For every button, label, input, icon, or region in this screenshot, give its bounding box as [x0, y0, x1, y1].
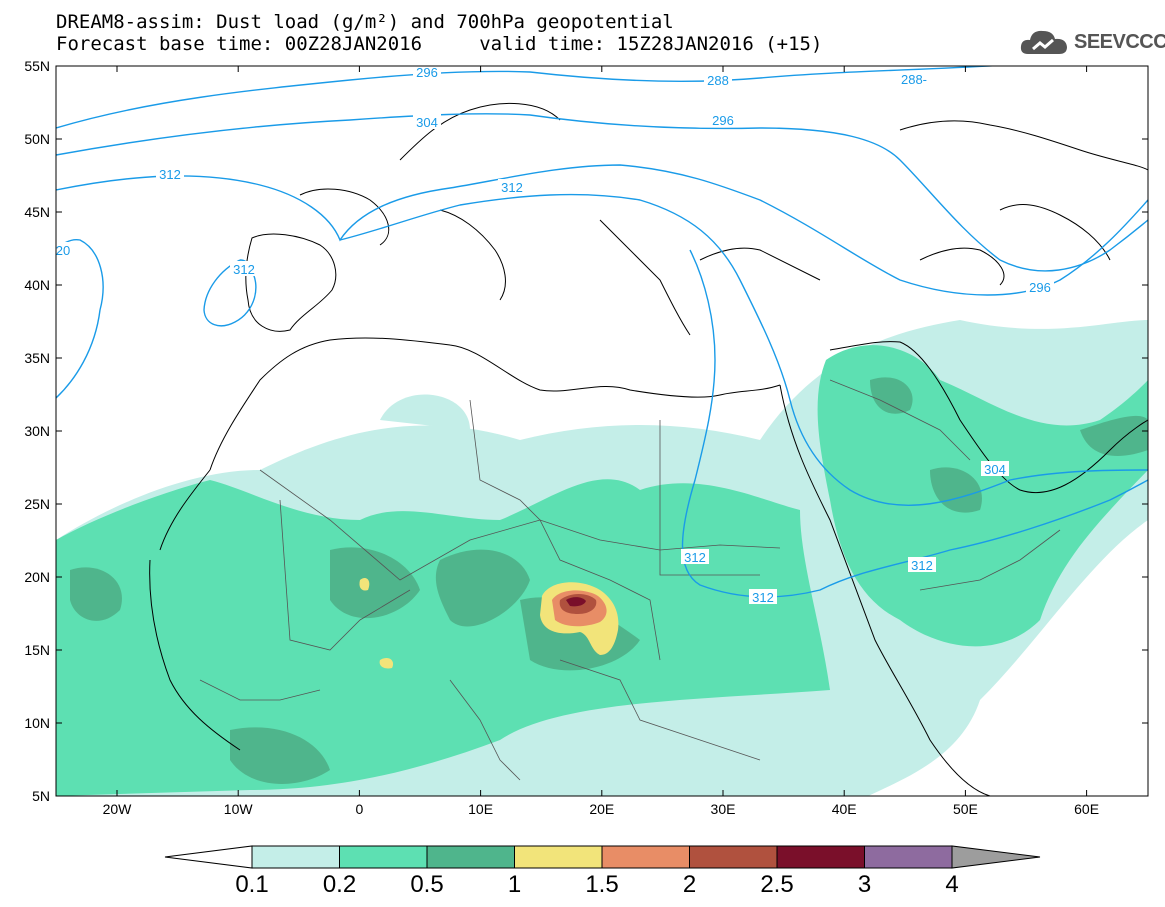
lon-tick-label: 30E	[711, 801, 736, 817]
contour-label-bg	[709, 112, 737, 127]
colorbar-segment	[426, 845, 515, 869]
colorbar-segment	[601, 845, 690, 869]
colorbar-segment	[864, 845, 953, 869]
contour-label: 312	[501, 180, 523, 195]
lon-tick-label: 0	[356, 801, 364, 817]
colorbar-segment	[514, 845, 603, 869]
colorbar-segment	[251, 845, 340, 869]
country-borders	[199, 379, 1061, 781]
colorbar-label: 1.5	[585, 871, 618, 898]
contour-label: 288	[707, 73, 729, 88]
lon-tick-label: 50E	[953, 801, 978, 817]
contour-label-bg	[498, 179, 526, 194]
contour-label: 296	[712, 113, 734, 128]
contour-label: 296	[1029, 280, 1051, 295]
lat-tick-label: 20N	[24, 569, 50, 585]
contour-label-bg	[908, 557, 936, 572]
contour-label: 312	[233, 262, 255, 277]
logo-text: SEEVCCC	[1074, 30, 1165, 53]
contour-label-bg	[1026, 279, 1054, 294]
colorbar-low-triangle	[164, 845, 253, 869]
contour-label: 20	[56, 243, 70, 258]
contour-label: 304	[984, 462, 1006, 477]
colorbar-high-triangle	[951, 845, 1041, 869]
cloud-logo-icon	[1020, 30, 1067, 54]
contour-label: 296	[416, 65, 438, 80]
longitude-axis: 20W 10W 0 10E 20E 30E 40E 50E 60E	[103, 66, 1099, 817]
lat-tick-label: 45N	[24, 204, 50, 220]
dust-load-fill	[56, 320, 1148, 796]
lat-tick-label: 40N	[24, 277, 50, 293]
lon-tick-label: 40E	[832, 801, 857, 817]
lat-tick-label: 10N	[24, 715, 50, 731]
contour-label: 288-	[901, 72, 927, 87]
lat-tick-label: 15N	[24, 642, 50, 658]
contour-label-bg	[230, 261, 258, 276]
colorbar-segment	[776, 845, 865, 869]
colorbar-label: 0.1	[235, 871, 268, 898]
contour-labels: 296 288 288- 296 304 312 312 312 296 304 312 312 312…	[53, 64, 1054, 605]
contour-label-bg	[53, 242, 73, 257]
lat-tick-label: 55N	[24, 58, 50, 74]
contour-label: 312	[159, 167, 181, 182]
coastlines	[149, 102, 1148, 796]
colorbar-segment	[339, 845, 428, 869]
contour-label-bg	[681, 549, 709, 564]
map-title: DREAM8-assim: Dust load (g/m²) and 700hP…	[56, 11, 674, 33]
lat-tick-label: 5N	[32, 788, 50, 804]
colorbar-label: 1	[508, 871, 521, 898]
contour-label: 312	[911, 558, 933, 573]
colorbar-label: 4	[945, 871, 958, 898]
contour-label-bg	[413, 114, 441, 129]
forecast-time-line: Forecast base time: 00Z28JAN2016 valid t…	[56, 33, 823, 55]
seevccc-logo: SEEVCCC	[1018, 26, 1165, 58]
lon-tick-label: 10W	[224, 801, 254, 817]
contour-label: 304	[416, 115, 438, 130]
dust-load-colorbar: 0.1 0.2 0.5 1 1.5 2 2.5 3 4	[164, 845, 1041, 898]
contour-label-bg	[981, 461, 1009, 476]
lat-tick-label: 25N	[24, 496, 50, 512]
contour-label: 312	[752, 590, 774, 605]
contour-label-bg	[704, 72, 732, 87]
colorbar-label: 2	[683, 871, 696, 898]
lat-tick-label: 50N	[24, 131, 50, 147]
colorbar-label: 2.5	[760, 871, 793, 898]
contour-label-bg	[413, 64, 441, 79]
lat-tick-label: 30N	[24, 423, 50, 439]
contour-label-bg	[156, 166, 184, 181]
contour-label-bg	[749, 589, 777, 604]
contour-label-bg	[896, 71, 932, 86]
lat-tick-label: 35N	[24, 350, 50, 366]
contour-label: 312	[684, 550, 706, 565]
colorbar-label: 3	[858, 871, 871, 898]
colorbar-label: 0.5	[410, 871, 443, 898]
latitude-axis: 55N 50N 45N 40N 35N 30N 25N 20N 15N 10N 5N	[24, 58, 1148, 804]
lon-tick-label: 20W	[103, 801, 133, 817]
lon-tick-label: 60E	[1074, 801, 1099, 817]
lon-tick-label: 20E	[589, 801, 614, 817]
lon-tick-label: 10E	[468, 801, 493, 817]
colorbar-label: 0.2	[323, 871, 356, 898]
colorbar-segment	[689, 845, 778, 869]
